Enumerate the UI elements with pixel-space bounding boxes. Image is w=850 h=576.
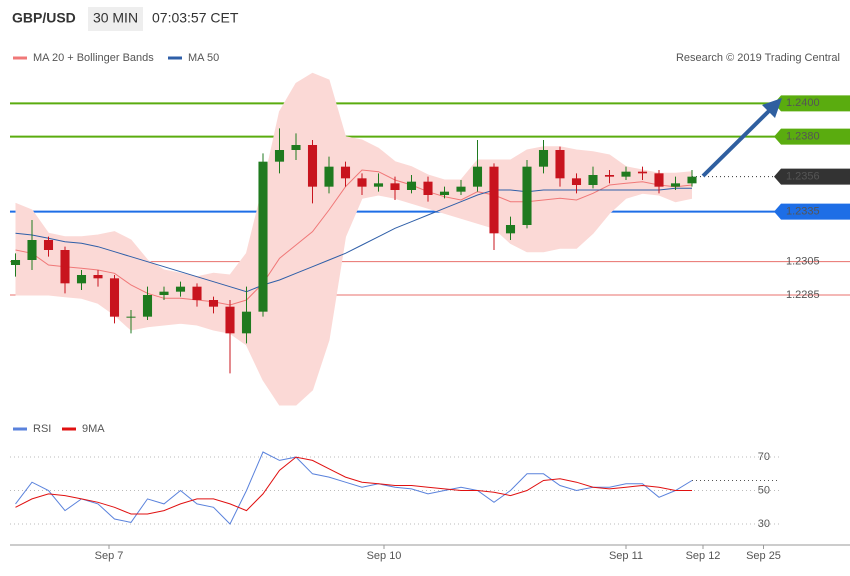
candle-body — [76, 275, 87, 284]
candle-body — [225, 306, 235, 334]
x-tick-label: Sep 25 — [746, 550, 781, 562]
plot: MA 20 + Bollinger Bands MA 50 1.2400 1.2380… — [10, 52, 850, 562]
series-line — [15, 456, 692, 515]
candle-body — [10, 260, 21, 265]
candle-body — [654, 173, 664, 187]
y-tick-label: 50 — [758, 484, 770, 496]
candle-body — [324, 166, 334, 187]
candle-body — [538, 150, 549, 167]
level-label: 1.2335 — [786, 206, 820, 218]
y-tick-label: 30 — [758, 518, 770, 530]
candle-body — [258, 161, 268, 312]
candle-body — [522, 166, 532, 225]
candle-body — [670, 183, 681, 187]
timeframe: 30 MIN — [93, 10, 138, 26]
forecast-arrowhead — [762, 98, 782, 118]
candle-body — [60, 250, 70, 284]
candle-body — [109, 278, 120, 317]
level-label: 1.2400 — [786, 97, 820, 109]
legend-label: MA 20 + Bollinger Bands — [33, 52, 154, 64]
x-tick-label: Sep 12 — [686, 550, 721, 562]
candle-body — [307, 145, 318, 187]
candle-body — [571, 178, 582, 185]
chart-title: GBP/USD — [12, 10, 76, 26]
candle-body — [423, 181, 433, 195]
x-tick-label: Sep 11 — [609, 550, 643, 562]
series-line — [15, 451, 693, 525]
candle-body — [93, 275, 103, 279]
candle-body — [472, 166, 483, 187]
candle-body — [604, 175, 615, 177]
candle-body — [637, 171, 648, 174]
level-tag — [774, 95, 850, 112]
candle-body — [621, 171, 631, 177]
candle-body — [208, 300, 219, 307]
candle-body — [505, 225, 516, 234]
candle-body — [439, 191, 450, 195]
candle-body — [241, 311, 252, 334]
legend-label: 9MA — [82, 423, 105, 435]
x-tick-label: Sep 7 — [95, 550, 124, 562]
ma-line — [15, 187, 692, 293]
candle-body — [142, 295, 153, 317]
bollinger-lower — [15, 192, 693, 406]
candle-body — [43, 240, 54, 250]
level-tag — [774, 203, 850, 220]
level-tag — [774, 128, 850, 145]
ma-line — [15, 169, 693, 306]
legend-label: MA 50 — [188, 52, 219, 64]
bollinger-upper — [15, 72, 693, 278]
candle-body — [687, 176, 697, 184]
level-label: 1.2356 — [786, 171, 820, 183]
credit: Research © 2019 Trading Central — [676, 52, 840, 64]
candle-body — [274, 150, 285, 162]
candle-body — [291, 145, 301, 150]
forecast-arrow — [701, 106, 774, 178]
candle-body — [192, 286, 202, 300]
y-tick-label: 70 — [758, 451, 770, 463]
level-label: 1.2285 — [786, 289, 820, 301]
candle-body — [555, 150, 565, 179]
candle-body — [588, 175, 598, 185]
x-tick-label: Sep 10 — [367, 550, 402, 562]
candle-body — [406, 181, 417, 190]
bollinger-fill — [15, 73, 692, 406]
candle-body — [456, 186, 466, 192]
legend-label: RSI — [33, 423, 51, 435]
clock: 07:03:57 CET — [152, 10, 239, 26]
candle-body — [489, 166, 499, 234]
candle-body — [357, 178, 367, 187]
candle-body — [373, 183, 384, 187]
candle-body — [126, 316, 136, 318]
candle-body — [340, 166, 351, 179]
candle-body — [27, 240, 37, 260]
candle-body — [175, 286, 186, 292]
candle-body — [390, 183, 400, 190]
timeframe-box — [88, 7, 143, 31]
level-tag — [774, 168, 850, 185]
candle-body — [159, 291, 169, 295]
level-label: 1.2380 — [786, 131, 820, 143]
level-label: 1.2305 — [786, 256, 820, 268]
